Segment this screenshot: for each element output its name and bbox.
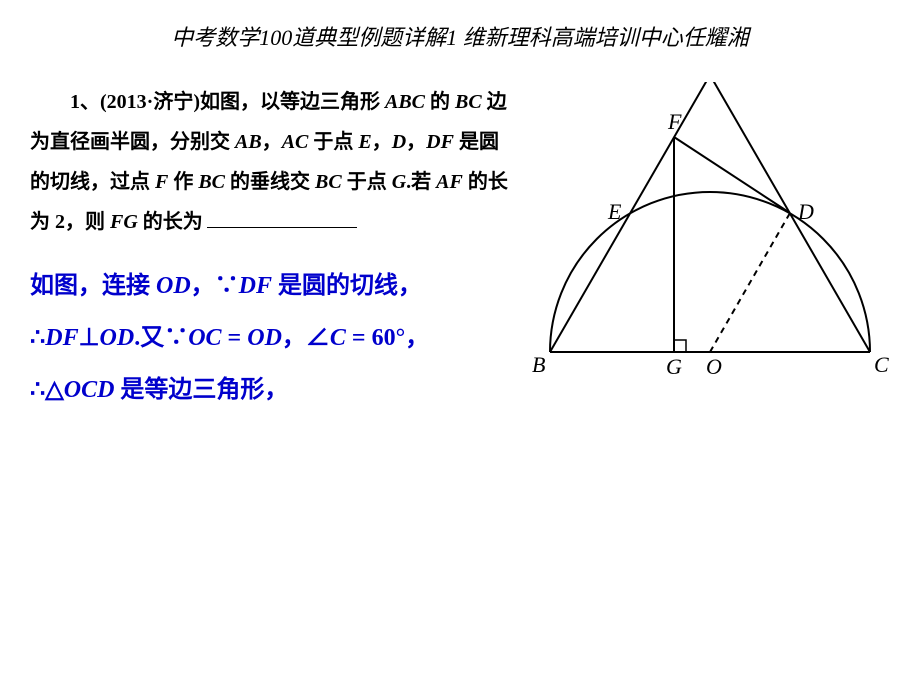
solution-text: 如图，连接 OD，∵DF 是圆的切线， ∴DF⊥OD.又∵OC = OD，∠C … (30, 262, 510, 414)
solution-line1: 如图，连接 OD，∵DF 是圆的切线， (30, 262, 510, 310)
svg-text:E: E (607, 199, 622, 224)
problem-text: 1、(2013·济宁)如图，以等边三角形 ABC 的 BC 边为直径画半圆，分别… (30, 82, 510, 242)
svg-text:B: B (532, 352, 545, 377)
answer-blank (207, 227, 357, 228)
solution-line3: ∴△OCD 是等边三角形， (30, 366, 510, 414)
text-area: 1、(2013·济宁)如图，以等边三角形 ABC 的 BC 边为直径画半圆，分别… (30, 82, 530, 418)
solution-line2: ∴DF⊥OD.又∵OC = OD，∠C = 60°， (30, 314, 510, 362)
problem-num: 1 (70, 91, 80, 113)
svg-text:C: C (874, 352, 889, 377)
svg-text:G: G (666, 354, 682, 379)
svg-text:D: D (797, 199, 814, 224)
page-title: 中考数学100道典型例题详解1 维新理科高端培训中心任耀湘 (0, 0, 920, 52)
svg-text:A: A (714, 82, 730, 85)
geometry-figure: A B C D E F GO (530, 82, 890, 382)
content-wrap: 1、(2013·济宁)如图，以等边三角形 ABC 的 BC 边为直径画半圆，分别… (0, 52, 920, 418)
svg-text:O: O (706, 354, 722, 379)
problem-source: (2013·济宁) (100, 91, 200, 113)
svg-text:F: F (667, 109, 682, 134)
